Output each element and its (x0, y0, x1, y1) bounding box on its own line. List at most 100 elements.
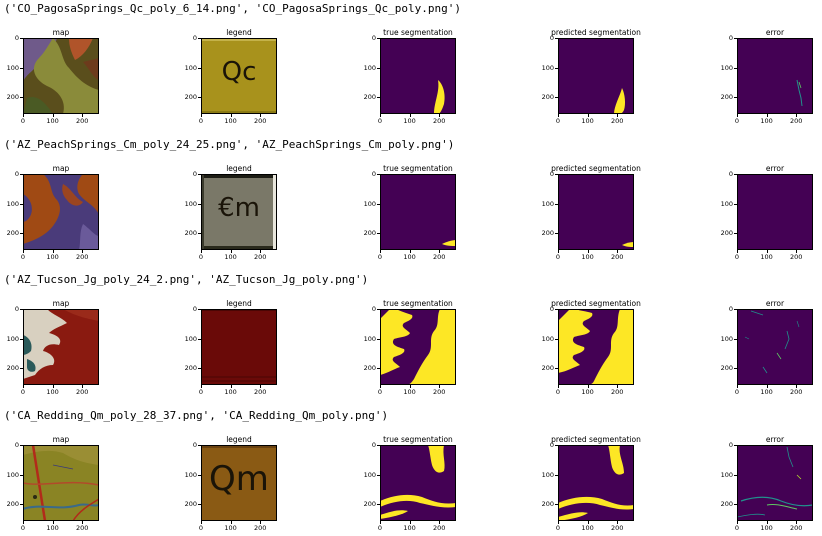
x-tick-label: 0 (377, 388, 383, 396)
x-tick-label: 0 (20, 117, 26, 125)
y-tick-mark (377, 233, 380, 235)
x-tick-label: 0 (555, 253, 561, 261)
x-tick-label: 100 (46, 253, 59, 261)
y-tick-label: 0 (192, 305, 197, 313)
panel-predicted-segmentation (558, 309, 634, 385)
y-tick-label: 200 (6, 364, 19, 373)
panel-title: true segmentation (383, 299, 453, 308)
x-tick-label: 100 (581, 117, 594, 125)
x-tick-label: 100 (760, 388, 773, 396)
y-tick-mark (20, 97, 23, 99)
y-tick-label: 0 (192, 441, 197, 449)
x-tick-mark (766, 114, 768, 117)
x-tick-mark (52, 385, 54, 388)
x-tick-mark (230, 250, 232, 253)
y-tick-mark (198, 368, 201, 370)
y-tick-mark (20, 174, 23, 175)
x-tick-label: 0 (20, 524, 26, 532)
y-tick-label: 0 (549, 170, 554, 178)
x-tick-mark (260, 114, 262, 117)
panel-title: map (52, 299, 70, 308)
y-tick-mark (377, 309, 380, 310)
panel-error (737, 38, 813, 114)
y-tick-label: 0 (371, 305, 376, 313)
x-tick-label: 100 (403, 388, 416, 396)
y-tick-label: 0 (14, 441, 19, 449)
panel-legend (201, 445, 277, 521)
y-tick-mark (555, 174, 558, 175)
y-tick-label: 100 (184, 63, 197, 72)
y-tick-mark (555, 445, 558, 446)
y-tick-mark (198, 504, 201, 506)
y-tick-label: 100 (363, 199, 376, 208)
x-tick-label: 100 (760, 524, 773, 532)
x-tick-mark (439, 250, 441, 253)
y-tick-mark (555, 474, 558, 476)
x-tick-label: 0 (377, 524, 383, 532)
x-tick-mark (409, 114, 411, 117)
x-tick-mark (52, 114, 54, 117)
x-tick-mark (260, 385, 262, 388)
y-tick-label: 0 (728, 170, 733, 178)
panel-title: predicted segmentation (551, 28, 641, 37)
x-tick-mark (201, 385, 202, 388)
x-tick-mark (82, 250, 84, 253)
panel-title: true segmentation (383, 164, 453, 173)
x-tick-mark (82, 521, 84, 524)
x-tick-mark (409, 385, 411, 388)
row-title: ('AZ_PeachSprings_Cm_poly_24_25.png', 'A… (4, 138, 455, 151)
x-tick-label: 0 (198, 524, 204, 532)
y-tick-label: 100 (184, 470, 197, 479)
x-tick-mark (617, 250, 619, 253)
x-tick-mark (230, 385, 232, 388)
y-tick-label: 100 (6, 334, 19, 343)
y-tick-label: 200 (541, 229, 554, 238)
x-tick-label: 200 (610, 253, 624, 261)
y-tick-label: 0 (192, 170, 197, 178)
y-tick-label: 0 (192, 34, 197, 42)
x-tick-label: 0 (20, 388, 26, 396)
x-tick-mark (737, 250, 738, 253)
panel-true-segmentation (380, 445, 456, 521)
y-tick-mark (377, 504, 380, 506)
panel-title: error (765, 299, 785, 308)
x-tick-mark (796, 521, 798, 524)
x-tick-label: 200 (75, 253, 89, 261)
panel-map (23, 445, 99, 521)
y-tick-label: 200 (363, 229, 376, 238)
x-tick-label: 200 (610, 117, 624, 125)
x-tick-label: 100 (46, 388, 59, 396)
y-tick-mark (555, 504, 558, 506)
panel-predicted-segmentation (558, 174, 634, 250)
y-tick-mark (734, 445, 737, 446)
panel-error (737, 445, 813, 521)
y-tick-mark (198, 38, 201, 39)
y-tick-label: 0 (549, 441, 554, 449)
y-tick-mark (198, 445, 201, 446)
y-tick-mark (20, 368, 23, 370)
y-tick-label: 100 (363, 334, 376, 343)
x-tick-mark (766, 385, 768, 388)
y-tick-label: 200 (720, 229, 733, 238)
panel-title: true segmentation (383, 28, 453, 37)
y-tick-mark (20, 338, 23, 340)
panel-title: map (52, 164, 70, 173)
panel-title: legend (226, 28, 252, 37)
x-tick-mark (380, 114, 381, 117)
x-tick-mark (230, 114, 232, 117)
y-tick-label: 200 (6, 93, 19, 102)
panel-predicted-segmentation (558, 38, 634, 114)
row-title: ('CO_PagosaSprings_Qc_poly_6_14.png', 'C… (4, 2, 461, 15)
x-tick-label: 200 (75, 524, 89, 532)
panel-title: error (765, 435, 785, 444)
y-tick-mark (198, 67, 201, 69)
y-tick-mark (734, 474, 737, 476)
y-tick-label: 200 (541, 93, 554, 102)
y-tick-label: 100 (541, 199, 554, 208)
y-tick-mark (20, 203, 23, 205)
y-tick-label: 200 (541, 364, 554, 373)
panel-title: error (765, 164, 785, 173)
panel-title: legend (226, 164, 252, 173)
x-tick-mark (201, 114, 202, 117)
y-tick-label: 200 (720, 364, 733, 373)
